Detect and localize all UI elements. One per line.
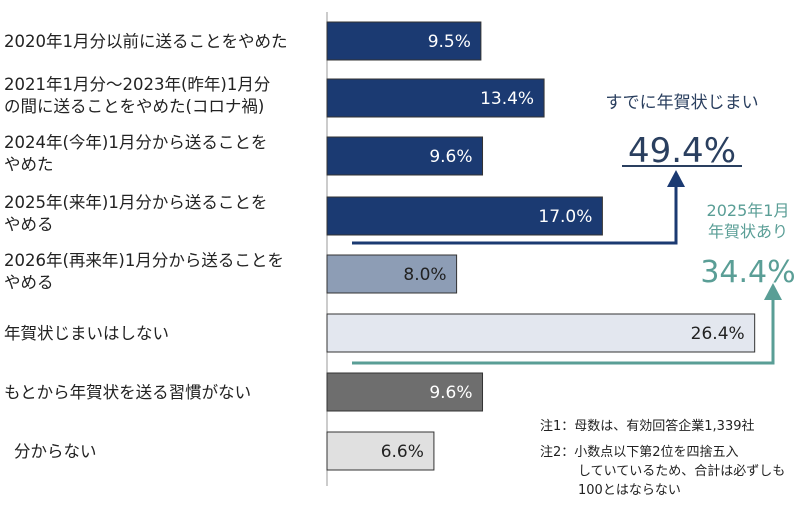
category-label: 年賀状じまいはしない	[4, 324, 169, 343]
category-label: 分からない	[14, 442, 97, 461]
closed-label: すでに年賀状じまい	[605, 93, 758, 113]
bar	[326, 21, 482, 61]
category-label: 2026年(再来年)1月分から送ることを	[4, 251, 284, 270]
data-label: 8.0%	[403, 265, 446, 285]
data-label: 17.0%	[538, 207, 592, 227]
footnote: 注1：母数は、有効回答企業1,339社	[540, 418, 755, 434]
active-label: 年賀状あり	[708, 222, 788, 241]
active-value: 34.4%	[700, 255, 795, 290]
footnote: 100とはならない	[578, 483, 681, 498]
closed-bracket-line	[352, 185, 678, 245]
category-label: やめる	[4, 215, 54, 234]
category-label: 2021年1月分～2023年(昨年)1月分	[4, 75, 270, 94]
bar	[326, 254, 458, 294]
data-label: 9.6%	[429, 147, 472, 167]
closed-value: 49.4%	[628, 131, 736, 171]
category-label: 2020年1月分以前に送ることをやめた	[4, 32, 288, 51]
category-label: 2025年(来年)1月分から送ることを	[4, 193, 267, 212]
footnote: していているため、合計は必ずしも	[578, 463, 785, 479]
bar	[326, 313, 756, 353]
category-label: やめる	[4, 273, 54, 292]
active-bracket-line	[352, 298, 775, 365]
data-label: 9.6%	[429, 383, 472, 403]
category-label: の間に送ることをやめた(コロナ禍)	[4, 97, 264, 116]
bar	[326, 136, 484, 176]
bar	[326, 196, 603, 236]
active-arrow-head	[764, 283, 782, 300]
bar	[326, 431, 435, 471]
bar	[326, 372, 484, 412]
data-label: 26.4%	[691, 324, 745, 344]
data-label: 6.6%	[381, 442, 424, 462]
data-label: 13.4%	[480, 89, 534, 109]
category-label: もとから年賀状を送る習慣がない	[4, 383, 251, 402]
category-label: 2024年(今年)1月分から送ることを	[4, 133, 267, 152]
active-label: 2025年1月	[707, 201, 790, 220]
data-label: 9.5%	[428, 32, 471, 52]
category-label: やめた	[4, 155, 54, 174]
closed-arrow-head	[667, 170, 685, 187]
bar	[326, 78, 545, 118]
footnote: 注2：小数点以下第2位を四捨五入	[540, 444, 739, 460]
